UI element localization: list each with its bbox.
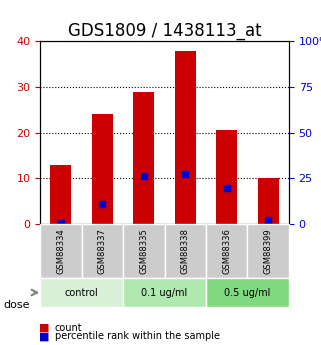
- Point: [141, 173, 146, 178]
- Bar: [258, 178, 279, 224]
- Text: GSM88335: GSM88335: [139, 228, 148, 274]
- Text: GSM88338: GSM88338: [181, 228, 190, 274]
- Text: 0.1 ug/ml: 0.1 ug/ml: [141, 287, 188, 297]
- FancyBboxPatch shape: [40, 224, 82, 278]
- Bar: [216, 130, 237, 224]
- Text: ■: ■: [39, 332, 49, 341]
- Point: [58, 220, 64, 225]
- FancyBboxPatch shape: [40, 278, 123, 307]
- Point: [265, 218, 271, 223]
- Point: [224, 185, 229, 190]
- Text: dose: dose: [3, 300, 30, 310]
- FancyBboxPatch shape: [247, 224, 289, 278]
- Bar: [50, 165, 71, 224]
- Text: GSM88336: GSM88336: [222, 228, 231, 274]
- Text: GSM88334: GSM88334: [56, 228, 65, 274]
- Text: count: count: [55, 323, 82, 333]
- Point: [183, 171, 188, 177]
- Title: GDS1809 / 1438113_at: GDS1809 / 1438113_at: [68, 22, 261, 40]
- Text: ■: ■: [39, 323, 49, 333]
- FancyBboxPatch shape: [165, 224, 206, 278]
- Text: percentile rank within the sample: percentile rank within the sample: [55, 332, 220, 341]
- Bar: [175, 50, 195, 224]
- FancyBboxPatch shape: [206, 224, 247, 278]
- Text: control: control: [65, 287, 99, 297]
- Bar: [92, 115, 113, 224]
- FancyBboxPatch shape: [82, 224, 123, 278]
- Text: GSM88337: GSM88337: [98, 228, 107, 274]
- Point: [100, 201, 105, 207]
- Text: GSM88399: GSM88399: [264, 229, 273, 274]
- FancyBboxPatch shape: [206, 278, 289, 307]
- FancyBboxPatch shape: [123, 278, 206, 307]
- Bar: [134, 92, 154, 224]
- Text: 0.5 ug/ml: 0.5 ug/ml: [224, 287, 271, 297]
- FancyBboxPatch shape: [123, 224, 165, 278]
